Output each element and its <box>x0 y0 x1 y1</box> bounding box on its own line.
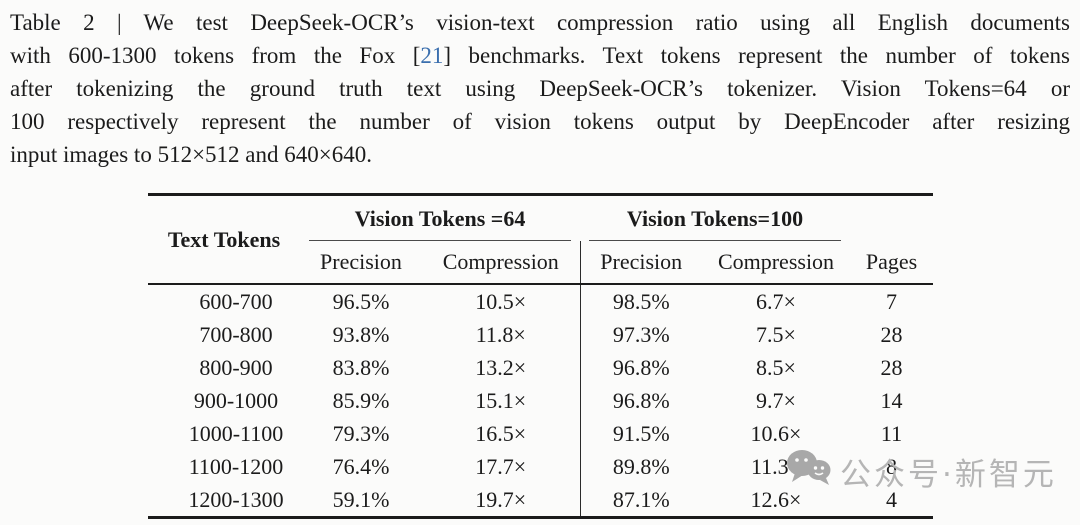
cell-compression-64: 16.5× <box>422 417 581 450</box>
cell-compression-64: 13.2× <box>422 351 581 384</box>
cell-text-tokens: 1100-1200 <box>188 453 284 479</box>
cell-precision-100: 89.8% <box>612 453 670 479</box>
cell-precision-100: 98.5% <box>612 288 670 314</box>
table-caption: Table 2 | We test DeepSeek-OCR’s vision-… <box>10 6 1070 171</box>
cell-precision-64: 93.8% <box>332 321 390 347</box>
header-row-sub: Precision Compression Precision Compress… <box>148 241 933 285</box>
results-table: Text Tokens Vision Tokens =64 Vision Tok… <box>148 193 933 519</box>
cell-compression-100: 12.6× <box>750 486 802 512</box>
cell-pages: 28 <box>880 354 903 380</box>
table-row: 1000-1100 79.3% 16.5× 91.5% 10.6× 11 <box>148 417 933 450</box>
col-header-text-tokens: Text Tokens <box>148 194 300 285</box>
cell-precision-64: 59.1% <box>332 486 390 512</box>
cell-pages: 7 <box>886 288 897 314</box>
cell-pages: 28 <box>880 321 903 347</box>
cell-precision-100: 87.1% <box>612 486 670 512</box>
table-row: 600-700 96.5% 10.5× 98.5% 6.7× 7 <box>148 284 933 318</box>
cell-precision-64: 85.9% <box>332 387 390 413</box>
header-row-groups: Text Tokens Vision Tokens =64 Vision Tok… <box>148 194 933 285</box>
cell-compression-100: 7.5× <box>756 321 796 347</box>
col-header-compression-100: Compression <box>702 241 850 285</box>
cell-compression-100: 11.3× <box>750 453 802 479</box>
cell-compression-64: 10.5× <box>422 284 581 318</box>
cell-precision-64: 96.5% <box>332 288 390 314</box>
col-header-precision-64: Precision <box>300 241 422 285</box>
caption-line-1: Table 2 | We test DeepSeek-OCR’s vision-… <box>10 10 1070 35</box>
caption-line-4: 100 respectively represent the number of… <box>10 109 1070 134</box>
cell-precision-64: 76.4% <box>332 453 390 479</box>
col-group-vision-tokens-100: Vision Tokens=100 <box>580 195 850 242</box>
table-row: 700-800 93.8% 11.8× 97.3% 7.5× 28 <box>148 318 933 351</box>
cell-precision-100: 97.3% <box>612 321 670 347</box>
cell-precision-64: 83.8% <box>332 354 390 380</box>
cell-compression-64: 11.8× <box>422 318 581 351</box>
cell-compression-64: 15.1× <box>422 384 581 417</box>
cell-pages: 14 <box>880 387 903 413</box>
cell-text-tokens: 1200-1300 <box>188 486 284 512</box>
caption-line-2: with 600-1300 tokens from the Fox [21] b… <box>10 39 1070 72</box>
table-row: 1200-1300 59.1% 19.7× 87.1% 12.6× 4 <box>148 483 933 518</box>
cell-pages: 4 <box>886 486 897 512</box>
cell-text-tokens: 700-800 <box>199 321 273 347</box>
col-header-compression-64: Compression <box>422 241 581 285</box>
col-header-pages: Pages <box>850 241 933 285</box>
cell-precision-100: 96.8% <box>612 387 670 413</box>
cell-text-tokens: 600-700 <box>199 288 273 314</box>
cell-compression-64: 19.7× <box>422 483 581 518</box>
col-header-pages-spacer <box>850 195 933 242</box>
citation-ref-21[interactable]: 21 <box>420 43 444 68</box>
cell-precision-64: 79.3% <box>332 420 390 446</box>
table-row: 1100-1200 76.4% 17.7× 89.8% 11.3× 8 <box>148 450 933 483</box>
col-group-vision-tokens-64: Vision Tokens =64 <box>300 195 580 242</box>
caption-line-3: after tokenizing the ground truth text u… <box>10 76 1070 101</box>
cell-compression-100: 8.5× <box>756 354 796 380</box>
cell-precision-100: 96.8% <box>612 354 670 380</box>
cell-compression-100: 6.7× <box>756 288 796 314</box>
cell-compression-100: 10.6× <box>750 420 802 446</box>
cell-pages: 8 <box>886 453 897 479</box>
cell-text-tokens: 1000-1100 <box>188 420 284 446</box>
caption-line-2-pre: with 600-1300 tokens from the Fox [ <box>10 43 421 68</box>
table-row: 800-900 83.8% 13.2× 96.8% 8.5× 28 <box>148 351 933 384</box>
cell-text-tokens: 800-900 <box>199 354 273 380</box>
caption-line-2-post: ] benchmarks. Text tokens represent the … <box>443 43 1070 68</box>
caption-line-5: input images to 512×512 and 640×640. <box>10 142 372 167</box>
table-row: 900-1000 85.9% 15.1× 96.8% 9.7× 14 <box>148 384 933 417</box>
col-header-precision-100: Precision <box>580 241 702 285</box>
cell-compression-64: 17.7× <box>422 450 581 483</box>
cell-precision-100: 91.5% <box>612 420 670 446</box>
cell-text-tokens: 900-1000 <box>193 387 279 413</box>
cell-pages: 11 <box>880 420 903 446</box>
cell-compression-100: 9.7× <box>756 387 796 413</box>
